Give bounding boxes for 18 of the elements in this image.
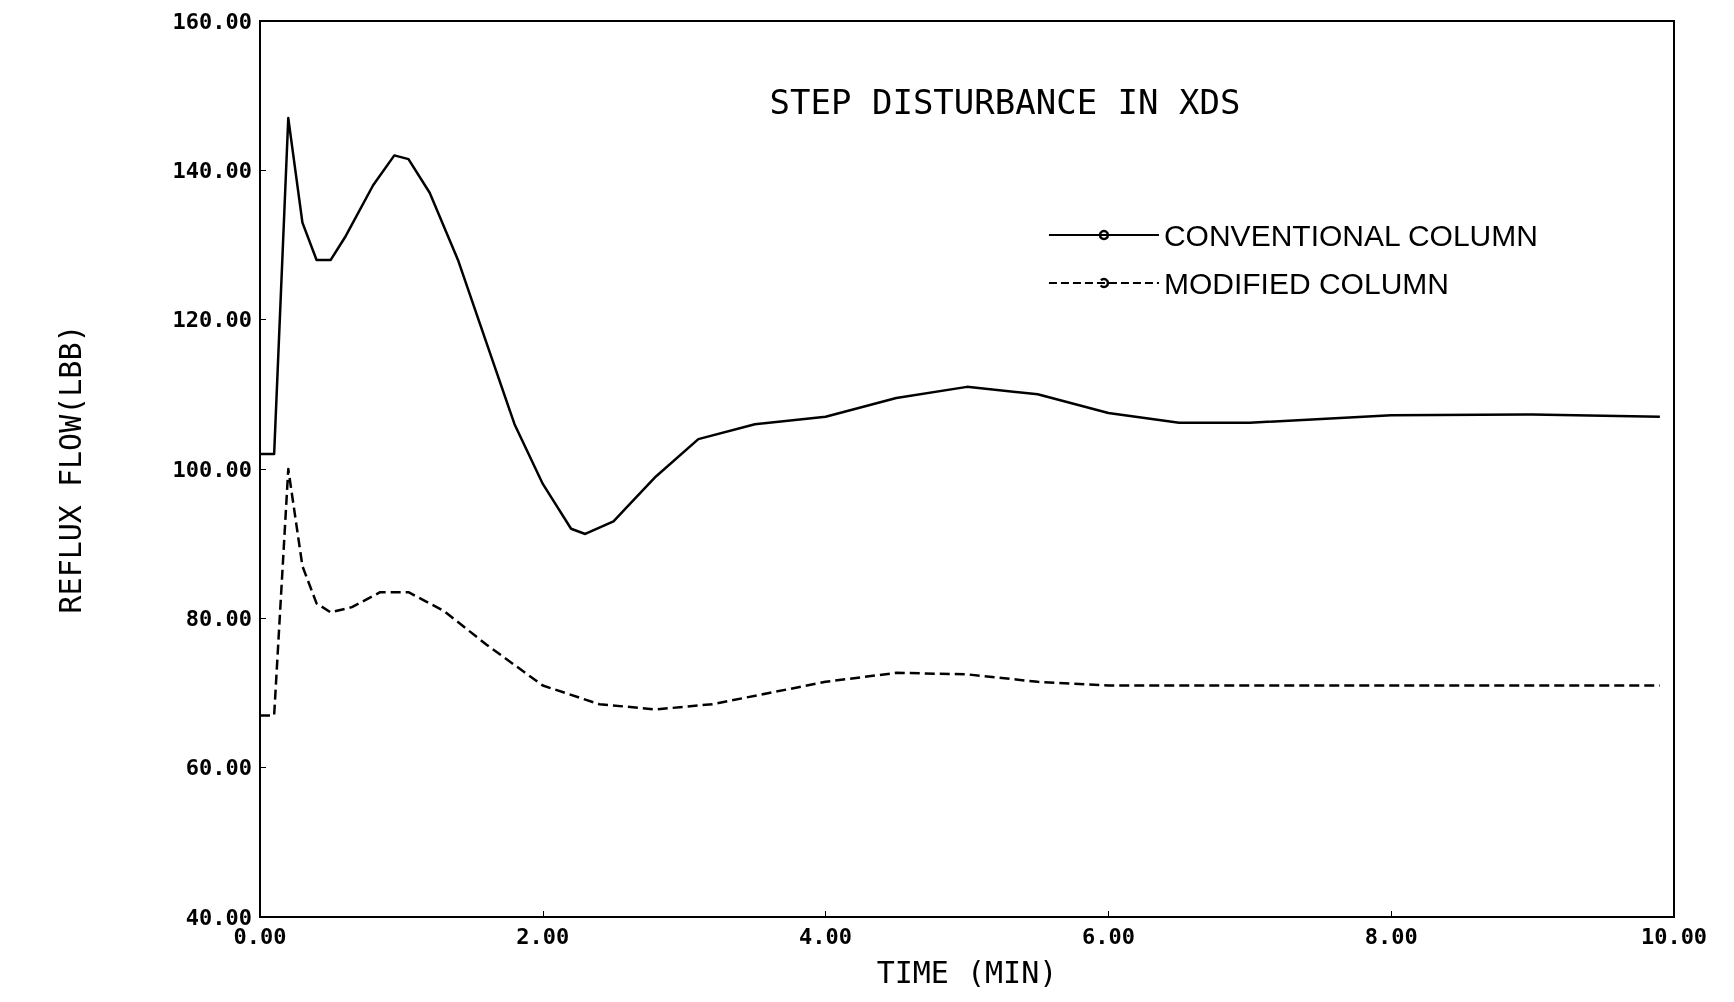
x-tick-label: 4.00 — [799, 923, 853, 949]
y-tick-label: 140.00 — [172, 157, 252, 183]
x-tick-label: 10.00 — [1640, 923, 1708, 949]
x-tick-label: 2.00 — [516, 923, 570, 949]
y-axis-title: REFLUX FLOW(LBB) — [52, 324, 88, 614]
y-tick-label: 60.00 — [185, 755, 252, 781]
x-tick-label: 6.00 — [1081, 923, 1135, 949]
line-series — [258, 467, 1662, 717]
legend-label: MODIFIED COLUMN — [1163, 266, 1449, 300]
y-tick-label: 120.00 — [172, 307, 252, 333]
y-tick-label: 80.00 — [185, 605, 252, 631]
legend-label: CONVENTIONAL COLUMN — [1163, 218, 1538, 252]
y-tick-label: 100.00 — [172, 456, 252, 482]
x-tick-label: 8.00 — [1364, 923, 1418, 949]
x-axis-title: TIME (MIN) — [876, 954, 1058, 990]
line-series — [258, 116, 1662, 536]
y-tick-label: 160.00 — [172, 8, 252, 34]
text: STEP DISTURBANCE IN XDS — [769, 82, 1241, 122]
